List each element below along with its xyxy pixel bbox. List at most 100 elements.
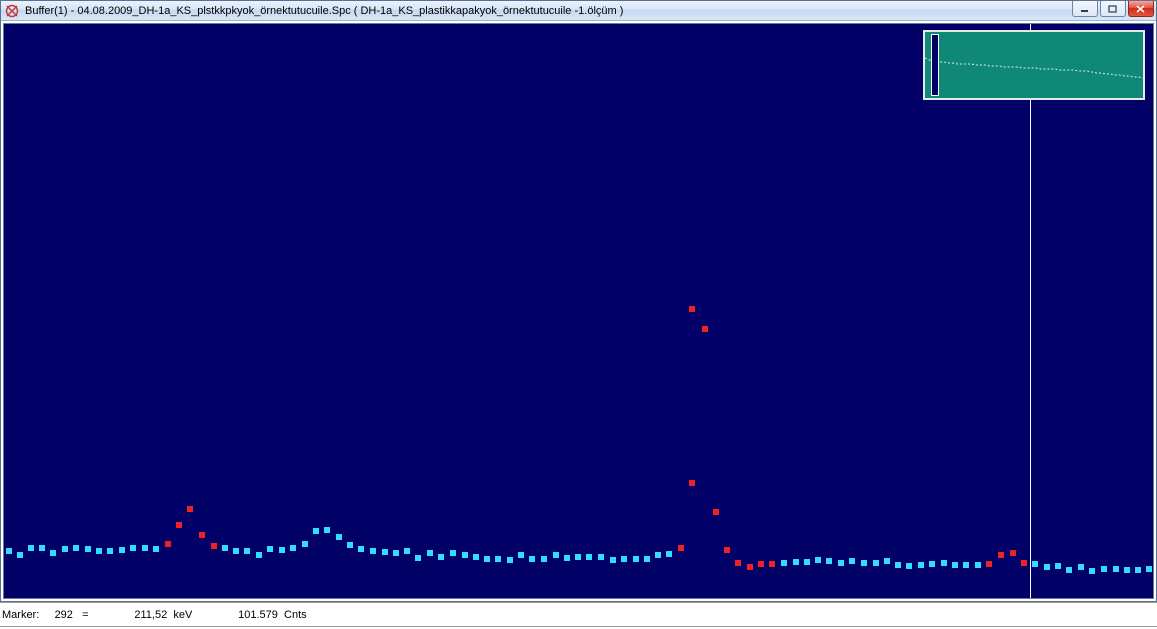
spectrum-point	[153, 546, 159, 552]
spectrum-point	[267, 546, 273, 552]
minimap-trace	[925, 32, 1143, 98]
spectrum-point	[1078, 564, 1084, 570]
spectrum-point	[450, 550, 456, 556]
spectrum-point	[484, 556, 490, 562]
spectrum-point	[358, 546, 364, 552]
spectrum-point	[73, 545, 79, 551]
spectrum-point	[644, 556, 650, 562]
marker-cursor[interactable]	[1030, 24, 1031, 598]
spectrum-point	[313, 528, 319, 534]
spectrum-point	[1021, 560, 1027, 566]
window-title: Buffer(1) - 04.08.2009_DH-1a_KS_plstkkpk…	[25, 5, 623, 17]
app-icon	[5, 4, 19, 18]
spectrum-point	[39, 545, 45, 551]
spectrum-point	[1101, 566, 1107, 572]
spectrum-point	[621, 556, 627, 562]
spectrum-point	[495, 556, 501, 562]
spectrum-point	[244, 548, 250, 554]
marker-label: Marker:	[2, 609, 39, 621]
spectrum-point	[986, 561, 992, 567]
spectrum-point	[929, 561, 935, 567]
spectrum-point	[998, 552, 1004, 558]
spectrum-point	[906, 563, 912, 569]
spectrum-point	[713, 509, 719, 515]
spectrum-point	[50, 550, 56, 556]
spectrum-point	[438, 554, 444, 560]
spectrum-point	[518, 552, 524, 558]
spectrum-point	[598, 554, 604, 560]
spectrum-point	[256, 552, 262, 558]
spectrum-point	[370, 548, 376, 554]
spectrum-point	[678, 545, 684, 551]
maximize-button[interactable]	[1100, 1, 1126, 17]
spectrum-point	[415, 555, 421, 561]
spectrum-point	[130, 545, 136, 551]
spectrum-point	[747, 564, 753, 570]
spectrum-point	[1146, 566, 1152, 572]
marker-energy: 211,52	[134, 609, 167, 621]
spectrum-point	[211, 543, 217, 549]
spectrum-point	[575, 554, 581, 560]
spectrum-point	[610, 557, 616, 563]
spectrum-point	[427, 550, 433, 556]
spectrum-point	[564, 555, 570, 561]
spectrum-point	[918, 562, 924, 568]
spectrum-point	[941, 560, 947, 566]
minimap[interactable]	[923, 30, 1145, 100]
spectrum-point	[233, 548, 239, 554]
spectrum-point	[1066, 567, 1072, 573]
spectrum-point	[1124, 567, 1130, 573]
spectrum-point	[1044, 564, 1050, 570]
spectrum-point	[895, 562, 901, 568]
spectrum-point	[804, 559, 810, 565]
spectrum-point	[199, 532, 205, 538]
spectrum-point	[952, 562, 958, 568]
spectrum-point	[1055, 563, 1061, 569]
spectrum-point	[62, 546, 68, 552]
spectrum-point	[382, 549, 388, 555]
titlebar[interactable]: Buffer(1) - 04.08.2009_DH-1a_KS_plstkkpk…	[1, 1, 1156, 21]
spectrum-point	[336, 534, 342, 540]
minimize-button[interactable]	[1072, 1, 1098, 17]
marker-channel: 292	[55, 609, 73, 621]
spectrum-point	[107, 548, 113, 554]
spectrum-plot[interactable]	[3, 23, 1154, 599]
window-controls	[1072, 1, 1154, 17]
spectrum-point	[404, 548, 410, 554]
spectrum-point	[119, 547, 125, 553]
close-button[interactable]	[1128, 1, 1154, 17]
energy-unit: keV	[173, 609, 192, 621]
spectrum-point	[1089, 568, 1095, 574]
spectrum-point	[165, 541, 171, 547]
spectrum-point	[689, 480, 695, 486]
spectrum-point	[689, 306, 695, 312]
spectrum-point	[781, 560, 787, 566]
spectrum-point	[473, 554, 479, 560]
spectrum-point	[655, 552, 661, 558]
spectrum-point	[586, 554, 592, 560]
spectrum-point	[142, 545, 148, 551]
minimap-cursor[interactable]	[931, 34, 939, 96]
spectrum-point	[633, 556, 639, 562]
spectrum-point	[1032, 561, 1038, 567]
spectrum-point	[838, 560, 844, 566]
spectrum-point	[849, 558, 855, 564]
spectrum-point	[666, 551, 672, 557]
spectrum-point	[826, 558, 832, 564]
spectrum-window: Buffer(1) - 04.08.2009_DH-1a_KS_plstkkpk…	[0, 0, 1157, 602]
spectrum-point	[1113, 566, 1119, 572]
spectrum-point	[963, 562, 969, 568]
spectrum-point	[553, 552, 559, 558]
spectrum-point	[1135, 567, 1141, 573]
spectrum-point	[302, 541, 308, 547]
spectrum-point	[28, 545, 34, 551]
spectrum-point	[6, 548, 12, 554]
spectrum-point	[393, 550, 399, 556]
spectrum-point	[462, 552, 468, 558]
spectrum-point	[884, 558, 890, 564]
spectrum-point	[975, 562, 981, 568]
spectrum-point	[724, 547, 730, 553]
counts-unit: Cnts	[284, 609, 307, 621]
spectrum-point	[279, 547, 285, 553]
spectrum-point	[85, 546, 91, 552]
